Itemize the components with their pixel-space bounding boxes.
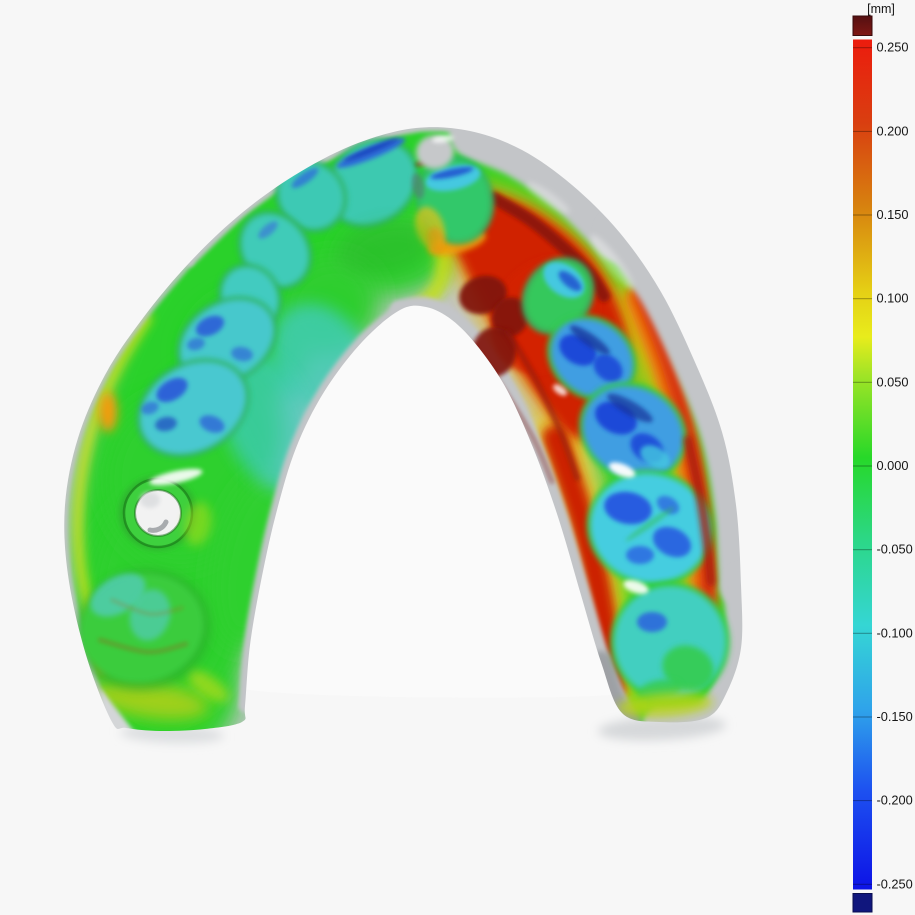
- svg-text:0.150: 0.150: [877, 207, 909, 222]
- svg-text:[mm]: [mm]: [867, 2, 895, 16]
- svg-text:0.200: 0.200: [877, 123, 909, 138]
- svg-text:-0.200: -0.200: [877, 793, 913, 808]
- svg-text:0.100: 0.100: [877, 291, 909, 306]
- svg-text:-0.150: -0.150: [877, 709, 913, 724]
- svg-text:-0.250: -0.250: [877, 876, 913, 891]
- svg-text:-0.050: -0.050: [877, 542, 913, 557]
- svg-text:-0.100: -0.100: [877, 625, 913, 640]
- svg-text:0.000: 0.000: [877, 458, 909, 473]
- svg-text:0.250: 0.250: [877, 40, 909, 55]
- svg-text:0.050: 0.050: [877, 374, 909, 389]
